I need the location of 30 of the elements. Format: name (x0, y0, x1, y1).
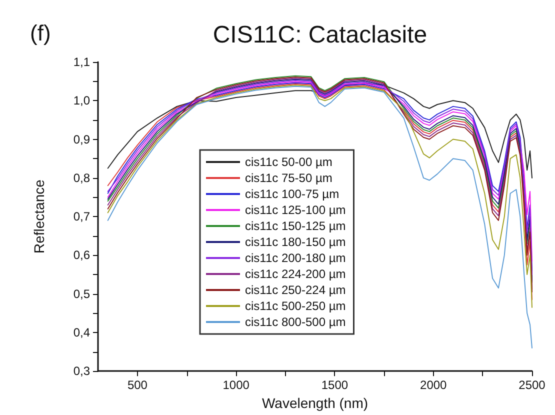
legend-label: cis11c 800-500 µm (245, 315, 346, 329)
y-tick-label: 1,1 (73, 55, 90, 69)
legend-label: cis11c 500-250 µm (245, 299, 346, 313)
legend-label: cis11c 50-00 µm (245, 155, 332, 169)
chart-title: CIS11C: Cataclasite (212, 22, 428, 48)
y-tick-label: 0,7 (73, 210, 90, 224)
line-series (107, 86, 532, 348)
legend-label: cis11c 100-75 µm (245, 187, 340, 201)
y-tick-label: 1,0 (73, 94, 90, 108)
x-tick-label: 500 (127, 378, 148, 392)
legend-label: cis11c 250-224 µm (245, 283, 346, 297)
legend-label: cis11c 125-100 µm (245, 203, 346, 217)
legend-label: cis11c 180-150 µm (245, 235, 346, 249)
legend-label: cis11c 224-200 µm (245, 267, 346, 281)
y-tick-label: 0,4 (73, 325, 90, 340)
legend-label: cis11c 75-50 µm (245, 171, 332, 185)
legend-label: cis11c 150-125 µm (245, 219, 346, 233)
y-axis-title: Reflectance (31, 179, 47, 254)
y-tick-label: 0,3 (73, 364, 90, 378)
x-tick-label: 2000 (420, 378, 448, 392)
x-tick-label: 1000 (222, 378, 250, 392)
y-tick-label: 0,5 (73, 286, 90, 301)
x-tick-label: 1500 (321, 378, 348, 392)
y-tick-label: 0,6 (73, 248, 90, 262)
y-tick-label: 0,8 (73, 170, 90, 185)
x-tick-label: 2500 (518, 378, 546, 392)
legend-label: cis11c 200-180 µm (245, 251, 346, 265)
x-axis-title: Wavelength (nm) (262, 395, 368, 411)
y-tick-label: 0,9 (73, 132, 90, 146)
text: (f) (30, 20, 51, 46)
